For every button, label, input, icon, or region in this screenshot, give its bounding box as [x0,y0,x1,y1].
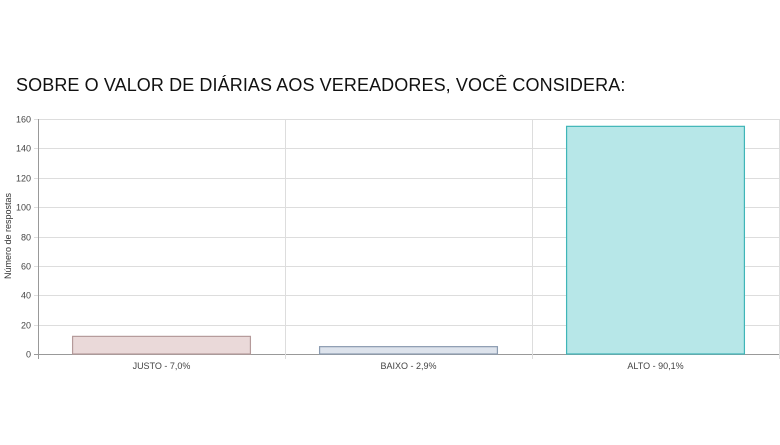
y-tick-label: 120 [16,174,31,184]
x-tick-label: ALTO - 90,1% [627,361,683,371]
x-tick-label: JUSTO - 7,0% [133,361,191,371]
y-tick-label: 80 [21,233,31,243]
chart-title: SOBRE O VALOR DE DIÁRIAS AOS VEREADORES,… [16,75,626,95]
y-tick-label: 160 [16,115,31,125]
bar [565,125,746,355]
y-tick-label: 60 [21,262,31,272]
y-tick-label: 100 [16,203,31,213]
bar [71,335,252,355]
bar [318,346,499,355]
y-tick-label: 40 [21,291,31,301]
x-tick-label: BAIXO - 2,9% [380,361,436,371]
y-tick-label: 140 [16,144,31,154]
y-tick-label: 20 [21,321,31,331]
y-tick-label: 0 [26,350,31,360]
